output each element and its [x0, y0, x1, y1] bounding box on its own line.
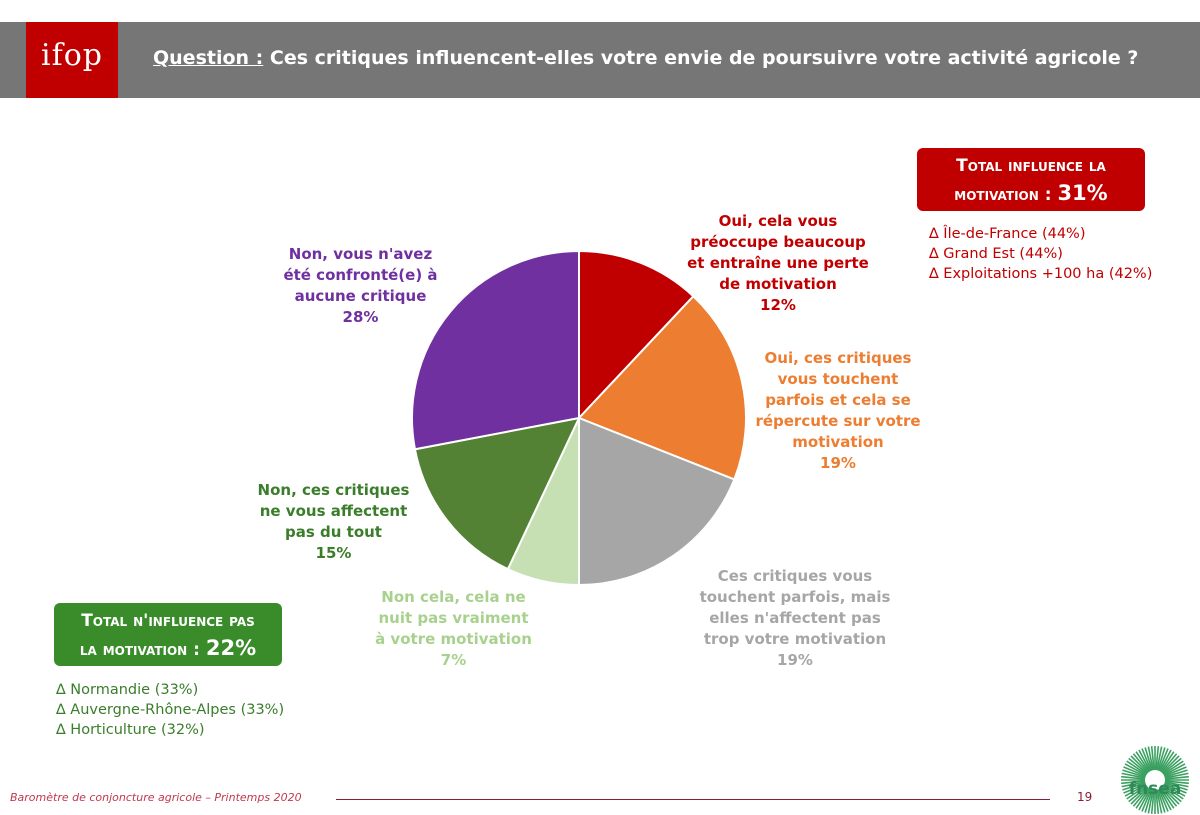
footer-text: Baromètre de conjoncture agricole – Prin… — [10, 791, 302, 804]
question-label: Question : — [153, 47, 264, 69]
pie-slices — [411, 249, 747, 587]
header-bar — [0, 22, 1200, 98]
slice-label-4: Non cela, cela ne nuit pas vraiment à vo… — [356, 587, 551, 671]
total-influence-deltas: ∆ Île-de-France (44%) ∆ Grand Est (44%) … — [929, 224, 1152, 284]
delta-item: ∆ Grand Est (44%) — [929, 246, 1063, 262]
slice-label-1: Oui, cela vous préoccupe beaucoup et ent… — [668, 211, 888, 316]
pie-slice-1 — [578, 249, 695, 421]
slice-pct-6: 28% — [342, 308, 379, 326]
slice-label-5: Non, ces critiques ne vous affectent pas… — [236, 480, 431, 564]
question-title: Question : Ces critiques influencent-ell… — [153, 47, 1138, 69]
total-no-influence-deltas: ∆ Normandie (33%) ∆ Auvergne-Rhône-Alpes… — [56, 680, 284, 740]
total-no-influence-line2: la motivation : — [79, 640, 200, 660]
delta-item: ∆ Normandie (33%) — [56, 682, 199, 698]
slice-label-2: Oui, ces critiques vous touchent parfois… — [743, 348, 933, 474]
total-influence-line1: Total influence la — [956, 156, 1106, 176]
total-influence-box: Total influence la motivation : 31% — [917, 148, 1145, 211]
question-text: Ces critiques influencent-elles votre en… — [269, 47, 1139, 69]
pie-slice-3 — [578, 416, 736, 587]
delta-item: ∆ Exploitations +100 ha (42%) — [929, 266, 1153, 282]
ifop-logo-text: ifop — [41, 38, 103, 73]
fnsea-logo: fnsea — [1121, 746, 1189, 814]
slice-pct-5: 15% — [315, 544, 352, 562]
slice-label-3: Ces critiques vous touchent parfois, mai… — [685, 566, 905, 671]
slice-pct-4: 7% — [440, 651, 467, 669]
total-no-influence-pct: 22% — [205, 636, 257, 660]
pie-slice-5 — [413, 416, 581, 571]
slice-pct-3: 19% — [777, 651, 813, 669]
total-no-influence-box: Total n'influence pas la motivation : 22… — [54, 603, 282, 666]
total-influence-line2: motivation : — [954, 185, 1052, 205]
total-no-influence-line1: Total n'influence pas — [81, 611, 255, 631]
slice-label-6: Non, vous n'avez été confronté(e) à aucu… — [268, 244, 453, 328]
fnsea-logo-text: fnsea — [1129, 779, 1182, 799]
delta-item: ∆ Horticulture (32%) — [56, 722, 205, 738]
slice-pct-1: 12% — [760, 296, 796, 314]
delta-item: ∆ Île-de-France (44%) — [929, 226, 1086, 242]
pie-slice-6 — [411, 249, 580, 451]
page-number: 19 — [1077, 790, 1093, 804]
ifop-logo: ifop — [26, 22, 118, 98]
slice-pct-2: 19% — [820, 454, 856, 472]
footer-divider — [336, 799, 1050, 800]
total-influence-pct: 31% — [1057, 181, 1108, 205]
delta-item: ∆ Auvergne-Rhône-Alpes (33%) — [56, 702, 285, 718]
